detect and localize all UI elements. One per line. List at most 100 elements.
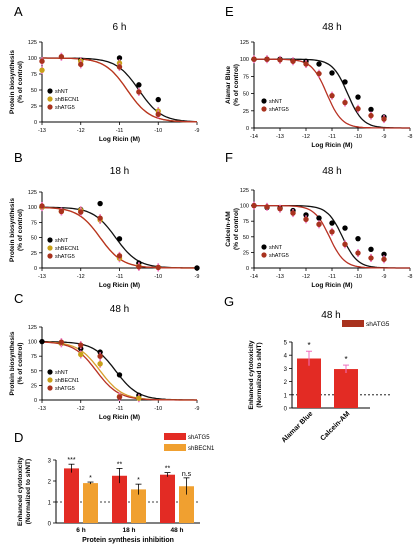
chart-title: 48 h <box>322 22 341 33</box>
significance-label: * <box>307 341 310 350</box>
data-point-shNT <box>316 61 322 67</box>
y-tick-label: 75 <box>31 220 37 226</box>
x-axis-label: Protein synthesis inhibition <box>82 537 174 544</box>
y-tick-label: 50 <box>31 236 37 242</box>
y-axis-label-unit: (% of control) <box>17 209 24 251</box>
bar-shATG5 <box>112 475 127 523</box>
legend-label: shNT <box>55 238 69 244</box>
legend-label: shNT <box>269 245 283 251</box>
data-point-shNT <box>116 55 123 61</box>
data-point-shATG5 <box>381 116 387 122</box>
y-tick-label: 0 <box>34 266 37 272</box>
data-point-shATG5 <box>58 339 65 345</box>
y-tick-label: 50 <box>243 92 249 98</box>
x-tick-label: -11 <box>328 134 336 140</box>
legend-label: shBECN1 <box>55 378 79 384</box>
data-point-shATG5 <box>155 264 161 271</box>
y-tick-label: 75 <box>31 72 37 78</box>
y-tick-label: 0 <box>48 522 52 528</box>
data-point-shATG5 <box>277 206 283 212</box>
y-axis-label: Protein biosynthesis <box>9 331 16 395</box>
significance-label: n.s <box>182 471 192 478</box>
significance-label: *** <box>67 457 75 464</box>
x-tick-label: -9 <box>382 134 387 140</box>
data-point-shNT <box>116 372 123 378</box>
y-tick-label: 25 <box>31 104 37 110</box>
y-tick-label: 100 <box>28 56 37 62</box>
x-tick-label: -13 <box>276 134 284 140</box>
chart-title: 6 h <box>113 22 127 33</box>
chart-title: 48 h <box>321 310 340 321</box>
legend-marker-shBECN1 <box>47 245 53 251</box>
x-tick-label: -9 <box>382 274 387 280</box>
data-point-shATG5 <box>78 209 84 215</box>
data-point-shNT <box>303 212 309 218</box>
data-point-shATG5 <box>264 204 270 210</box>
legend-label: shATG5 <box>55 386 75 392</box>
significance-label: * <box>344 355 347 364</box>
y-axis-label-unit: (% of control) <box>17 61 24 103</box>
fit-curve-shATG5 <box>42 57 198 123</box>
x-tick-label: -9 <box>195 406 200 412</box>
data-point-shATG5 <box>39 58 45 64</box>
y-tick-label: 75 <box>243 219 249 225</box>
data-point-shATG5 <box>368 255 374 261</box>
data-point-shATG5 <box>264 56 270 62</box>
x-tick-label: -11 <box>116 406 124 412</box>
data-point-shATG5 <box>155 111 161 118</box>
y-tick-label: 125 <box>28 190 37 196</box>
legend-label: shATG5 <box>366 321 390 328</box>
data-point-shNT <box>39 338 45 345</box>
chart-title: 18 h <box>110 166 129 177</box>
y-tick-label: 75 <box>31 354 37 360</box>
bar-shATG5 <box>64 468 79 523</box>
data-point-shATG5 <box>316 70 322 77</box>
x-tick-label: -10 <box>354 274 362 280</box>
x-tick-label: -12 <box>77 274 85 280</box>
chart-title: 48 h <box>322 166 341 177</box>
category-label: Alamar Blue <box>281 410 315 444</box>
category-label: 18 h <box>122 527 135 534</box>
bar-shATG5 <box>160 474 175 523</box>
y-tick-label: 100 <box>28 205 37 211</box>
panel-label: C <box>14 291 23 306</box>
category-label: 6 h <box>76 527 85 534</box>
x-axis-label: Log Ricin (M) <box>99 282 140 289</box>
y-tick-label: 3 <box>284 367 288 373</box>
legend-label: shBECN1 <box>55 97 79 103</box>
data-point-shNT <box>155 96 161 103</box>
x-tick-label: -13 <box>276 274 284 280</box>
data-point-shNT <box>342 225 348 231</box>
data-point-shATG5 <box>251 56 257 62</box>
x-tick-label: -14 <box>250 134 258 140</box>
y-tick-label: 100 <box>240 57 249 63</box>
x-axis-label: Log Ricin (M) <box>311 282 352 289</box>
legend-label: shATG5 <box>55 254 75 260</box>
data-point-shATG5 <box>290 58 296 64</box>
legend-marker-shNT <box>47 369 53 375</box>
category-label: 48 h <box>170 527 183 534</box>
bar-shATG5 <box>297 358 321 408</box>
x-tick-label: -12 <box>77 406 85 412</box>
data-point-shATG5 <box>329 229 335 235</box>
legend-marker-shBECN1 <box>47 377 53 383</box>
legend-label: shNT <box>55 370 69 376</box>
significance-label: ** <box>117 461 123 468</box>
x-tick-label: -13 <box>38 274 46 280</box>
y-axis-label-unit: (Normalized to shNT) <box>256 342 263 407</box>
legend-label: shATG5 <box>269 107 289 113</box>
data-point-shNT <box>97 349 103 355</box>
legend-label: shNT <box>55 89 69 95</box>
data-point-shATG5 <box>78 342 84 348</box>
data-point-shNT <box>116 236 123 242</box>
legend-marker-shNT <box>261 98 267 104</box>
legend-label: shATG5 <box>188 435 210 441</box>
y-tick-label: 125 <box>28 325 37 331</box>
data-point-shNT <box>136 82 142 88</box>
data-point-shATG5 <box>303 61 309 67</box>
x-axis-label: Log Ricin (M) <box>99 136 140 143</box>
legend-label: shBECN1 <box>55 246 79 252</box>
y-tick-label: 1 <box>284 393 288 399</box>
y-tick-label: 2 <box>48 480 52 486</box>
y-tick-label: 50 <box>243 235 249 241</box>
